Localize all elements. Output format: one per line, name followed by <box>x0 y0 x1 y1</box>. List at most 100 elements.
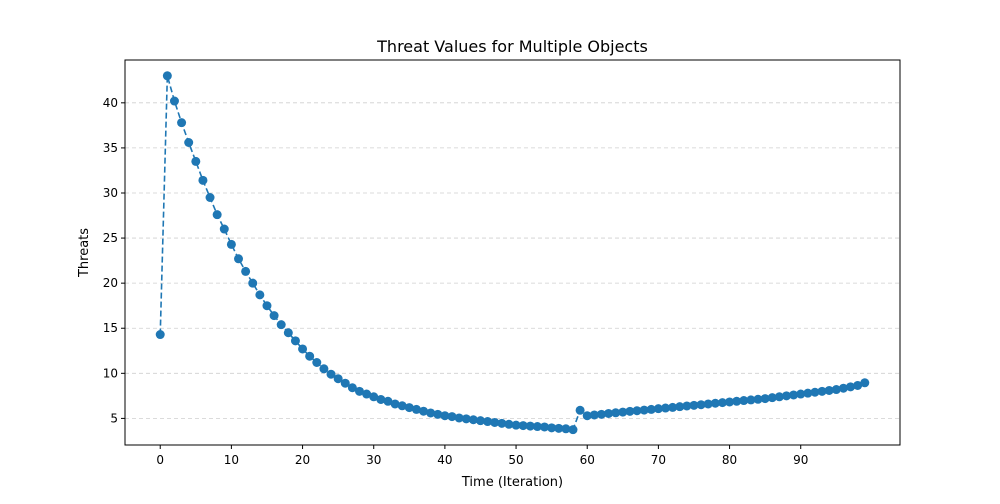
data-point <box>447 412 457 422</box>
data-point <box>632 406 642 416</box>
ticks-layer: 5 10 15 20 25 30 35 40 0 10 20 30 40 50 60 70 80 90 <box>103 96 809 467</box>
data-point <box>725 397 735 407</box>
data-point <box>483 417 493 427</box>
data-point <box>169 96 179 106</box>
data-point <box>162 71 172 81</box>
x-tick-label: 40 <box>437 453 452 467</box>
data-point <box>504 419 514 429</box>
data-point <box>212 210 222 220</box>
x-tick-label: 80 <box>722 453 737 467</box>
data-point <box>369 392 379 402</box>
x-tick-label: 0 <box>156 453 164 467</box>
data-point <box>262 301 272 311</box>
data-point <box>347 383 357 393</box>
data-point <box>838 383 848 393</box>
data-point <box>675 402 685 412</box>
data-point <box>461 414 471 424</box>
data-point <box>525 421 535 431</box>
data-point <box>596 409 606 419</box>
x-tick-label: 20 <box>295 453 310 467</box>
data-point <box>241 266 251 276</box>
x-tick-label: 90 <box>793 453 808 467</box>
data-point <box>803 388 813 398</box>
data-point <box>426 408 436 418</box>
data-point <box>611 408 621 418</box>
data-point <box>661 403 671 413</box>
data-point <box>397 401 407 411</box>
y-axis-label: Threats <box>77 228 92 278</box>
data-point <box>604 408 614 418</box>
data-point <box>468 415 478 425</box>
data-point <box>411 404 421 414</box>
x-tick-label: 50 <box>508 453 523 467</box>
data-point <box>540 422 550 432</box>
data-point <box>682 401 692 411</box>
data-point <box>732 396 742 406</box>
data-point <box>582 411 592 421</box>
data-point <box>454 413 464 423</box>
data-point <box>390 399 400 409</box>
x-tick-label: 30 <box>366 453 381 467</box>
data-point <box>618 407 628 417</box>
data-point <box>789 390 799 400</box>
data-point <box>860 378 870 388</box>
data-point <box>810 387 820 397</box>
data-point <box>475 416 485 426</box>
data-point <box>796 389 806 399</box>
y-tick-label: 35 <box>103 141 118 155</box>
data-point <box>554 423 564 433</box>
data-point <box>589 410 599 420</box>
data-point <box>191 156 201 166</box>
data-point <box>653 404 663 414</box>
data-point <box>312 358 322 367</box>
data-point <box>155 330 165 340</box>
data-point <box>575 405 585 415</box>
y-tick-label: 5 <box>110 411 118 425</box>
data-point <box>269 311 279 321</box>
data-point <box>817 386 827 396</box>
data-point <box>739 396 749 406</box>
data-point <box>774 392 784 402</box>
data-point <box>696 400 706 410</box>
data-point <box>689 400 699 410</box>
data-point <box>283 328 293 338</box>
series-layer <box>155 71 870 435</box>
data-point <box>753 394 763 404</box>
data-point <box>383 396 393 406</box>
x-tick-label: 10 <box>224 453 239 467</box>
data-point <box>532 422 542 432</box>
data-point <box>831 385 841 395</box>
series-line <box>159 75 866 431</box>
y-tick-label: 25 <box>103 231 118 245</box>
y-tick-label: 20 <box>103 276 118 290</box>
data-point <box>354 386 364 396</box>
data-point <box>511 420 521 430</box>
data-point <box>205 193 215 202</box>
y-tick-label: 30 <box>103 186 118 200</box>
data-point <box>703 399 713 409</box>
data-point <box>760 394 770 404</box>
data-point <box>639 405 649 415</box>
plot-area-frame <box>124 59 901 446</box>
data-point <box>177 118 187 128</box>
data-point <box>824 385 834 395</box>
data-point <box>276 320 286 330</box>
data-point <box>404 403 414 413</box>
data-point <box>198 175 208 185</box>
data-point <box>326 369 336 379</box>
data-point <box>547 423 557 433</box>
data-point <box>433 409 443 419</box>
data-point <box>305 351 315 361</box>
data-point <box>333 374 343 384</box>
data-point <box>518 421 528 431</box>
data-point <box>319 364 329 374</box>
data-point <box>376 394 386 404</box>
chart-title: Threat Values for Multiple Objects <box>376 37 648 56</box>
data-point <box>767 393 777 403</box>
data-point <box>340 378 350 388</box>
data-point <box>668 402 678 412</box>
data-point <box>561 424 571 434</box>
data-point <box>846 382 856 392</box>
